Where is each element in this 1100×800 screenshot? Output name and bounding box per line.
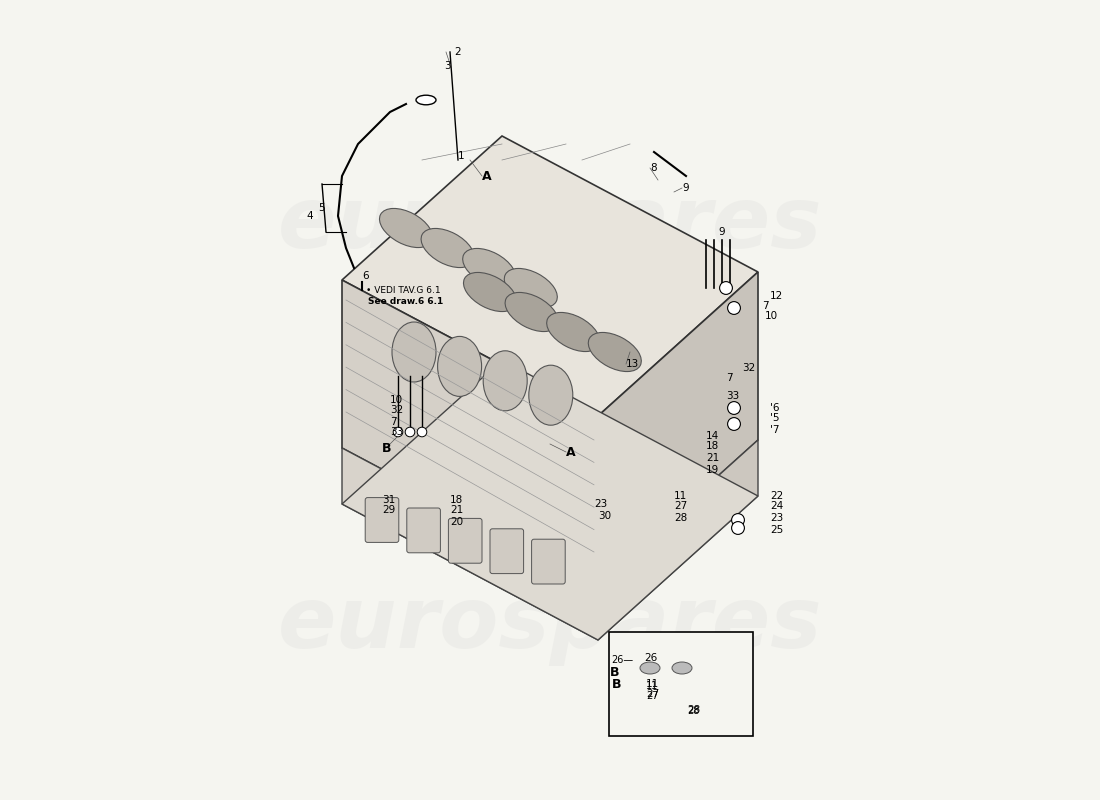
Ellipse shape (640, 662, 660, 674)
Text: '7: '7 (770, 425, 780, 434)
FancyBboxPatch shape (365, 498, 399, 542)
Text: 20: 20 (450, 517, 463, 526)
Text: • VEDI TAV.G 6.1: • VEDI TAV.G 6.1 (366, 286, 441, 295)
Text: 4: 4 (306, 211, 312, 221)
Ellipse shape (421, 229, 474, 267)
Text: 1: 1 (458, 151, 464, 161)
Text: 32: 32 (742, 363, 756, 373)
Text: 19: 19 (706, 465, 719, 474)
FancyBboxPatch shape (609, 632, 754, 736)
Text: 23: 23 (594, 499, 607, 509)
Polygon shape (342, 136, 758, 416)
FancyBboxPatch shape (449, 518, 482, 563)
Circle shape (719, 282, 733, 294)
Text: 8: 8 (650, 163, 657, 173)
Text: 30: 30 (598, 511, 612, 521)
FancyBboxPatch shape (531, 539, 565, 584)
Polygon shape (634, 636, 746, 660)
Text: eurospares: eurospares (277, 582, 823, 666)
Text: A: A (482, 170, 492, 182)
Text: 13: 13 (626, 359, 639, 369)
Text: 28: 28 (688, 706, 700, 716)
Text: 11: 11 (646, 679, 659, 689)
Text: 29: 29 (382, 506, 395, 515)
Ellipse shape (483, 350, 527, 411)
Text: A: A (566, 446, 575, 458)
Text: 11: 11 (674, 491, 688, 501)
Text: 31: 31 (382, 495, 395, 505)
Text: 24: 24 (770, 502, 783, 511)
Text: 28: 28 (688, 705, 701, 714)
Text: 23: 23 (770, 513, 783, 522)
Polygon shape (342, 448, 598, 640)
Text: B: B (610, 666, 619, 678)
Text: 21: 21 (450, 506, 463, 515)
Polygon shape (342, 360, 758, 640)
Text: 18: 18 (450, 495, 463, 505)
Ellipse shape (463, 249, 516, 287)
Text: 32: 32 (390, 406, 404, 415)
Ellipse shape (392, 322, 436, 382)
Text: 5: 5 (318, 203, 324, 213)
Text: 11: 11 (646, 681, 658, 690)
Ellipse shape (379, 209, 432, 247)
Text: 6: 6 (362, 271, 369, 281)
Text: 26: 26 (645, 653, 658, 662)
Circle shape (732, 514, 745, 526)
Circle shape (405, 427, 415, 437)
Text: 9: 9 (682, 183, 689, 193)
Text: 22: 22 (770, 491, 783, 501)
Text: 7: 7 (726, 374, 733, 383)
FancyBboxPatch shape (490, 529, 524, 574)
Text: 28: 28 (674, 513, 688, 522)
Circle shape (727, 418, 740, 430)
Text: 18: 18 (706, 442, 719, 451)
Text: 7: 7 (762, 301, 769, 310)
Text: 10: 10 (390, 395, 403, 405)
Text: B: B (382, 442, 392, 454)
Text: 27: 27 (646, 691, 659, 701)
Ellipse shape (529, 365, 573, 426)
Ellipse shape (588, 333, 641, 371)
Polygon shape (342, 280, 598, 584)
Text: 2: 2 (454, 47, 461, 57)
Text: 9: 9 (718, 227, 725, 237)
Text: '5: '5 (770, 414, 780, 423)
Polygon shape (598, 272, 758, 584)
Text: 26—: 26— (612, 655, 634, 665)
Text: 3: 3 (444, 61, 451, 70)
Ellipse shape (504, 269, 558, 307)
Text: 27: 27 (674, 502, 688, 511)
Text: 21: 21 (706, 453, 719, 462)
Circle shape (417, 427, 427, 437)
Ellipse shape (438, 336, 482, 396)
Text: 27: 27 (646, 690, 659, 699)
Text: See draw.6 6.1: See draw.6 6.1 (368, 297, 443, 306)
Ellipse shape (547, 313, 600, 351)
Ellipse shape (416, 95, 436, 105)
Text: 33: 33 (390, 427, 404, 437)
Text: 7: 7 (390, 417, 397, 426)
FancyBboxPatch shape (407, 508, 440, 553)
Text: B: B (612, 678, 621, 690)
Text: eurospares: eurospares (277, 182, 823, 266)
Circle shape (727, 302, 740, 314)
Text: 25: 25 (770, 525, 783, 534)
Text: 12: 12 (770, 291, 783, 301)
Circle shape (393, 427, 403, 437)
Ellipse shape (672, 662, 692, 674)
Text: 10: 10 (764, 311, 778, 321)
Polygon shape (598, 440, 758, 640)
Ellipse shape (463, 273, 517, 311)
Circle shape (732, 522, 745, 534)
Text: '6: '6 (770, 403, 780, 413)
Text: 14: 14 (706, 431, 719, 441)
Ellipse shape (505, 293, 558, 331)
Text: 33: 33 (726, 391, 739, 401)
Circle shape (727, 402, 740, 414)
